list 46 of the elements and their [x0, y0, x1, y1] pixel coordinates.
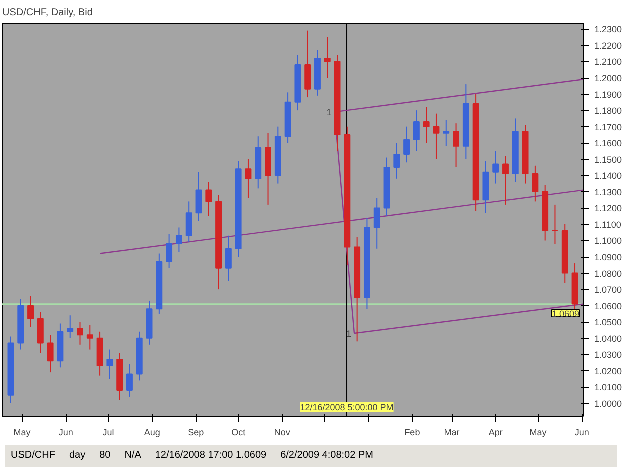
x-tick-label: Sep: [188, 428, 204, 438]
y-tick-label: 1.0000: [594, 398, 622, 409]
y-tick-label: 1.1300: [594, 187, 622, 198]
x-tick-label: Feb: [404, 428, 420, 438]
y-tick-label: 1.1800: [594, 106, 622, 116]
x-tick-label: Apr: [488, 428, 503, 438]
text: day: [69, 450, 86, 461]
x-tick-label: May: [14, 428, 32, 438]
y-tick-label: 1.1700: [594, 122, 622, 132]
y-tick-label: 1.1100: [594, 220, 622, 230]
x-tick-label: Oct: [232, 428, 246, 438]
y-tick-label: 1.2300: [594, 24, 622, 35]
y-tick-label: 1.1500: [594, 154, 622, 165]
x-tick-label: Nov: [274, 428, 291, 438]
x-tick-label: Jun: [574, 428, 590, 438]
y-tick-label: 1.0200: [594, 366, 622, 376]
y-tick-label: 1.0800: [594, 268, 622, 279]
annotation: 1: [326, 108, 332, 118]
x-tick-label: Jul: [102, 428, 114, 438]
x-tick-label: Jun: [58, 428, 74, 438]
y-tick-label: 1.2200: [594, 40, 622, 51]
chart-title: USD/CHF, Daily, Bid: [2, 8, 93, 18]
text: 80: [100, 450, 111, 461]
y-tick-label: 1.0600: [594, 301, 622, 312]
y-tick-label: 1.0700: [594, 285, 622, 296]
text: N/A: [124, 450, 142, 461]
x-tick-label: Aug: [144, 428, 160, 438]
y-tick-label: 1.0400: [594, 334, 622, 344]
y-tick-label: 1.0500: [594, 318, 622, 328]
y-tick-label: 1.0100: [594, 382, 622, 393]
ref-line-label: 1.0609: [552, 308, 580, 319]
y-tick-label: 1.2000: [594, 74, 622, 84]
y-tick-label: 1.1600: [594, 138, 622, 149]
text: 6/2/2009 4:08:02 PM: [280, 450, 374, 461]
y-tick-label: 1.1400: [594, 171, 622, 182]
y-tick-label: 1.1200: [594, 204, 622, 214]
x-tick-label: May: [530, 428, 548, 438]
text: USD/CHF: [11, 450, 56, 461]
text: 12/16/2008 17:00 1.0609: [155, 450, 267, 461]
y-tick-label: 1.0900: [594, 252, 622, 263]
y-tick-label: 1.1900: [594, 90, 622, 100]
y-tick-label: 1.0300: [594, 350, 622, 360]
y-tick-label: 1.2100: [594, 57, 622, 68]
y-tick-label: 1.1000: [594, 236, 622, 246]
x-tick-label: Mar: [444, 428, 460, 438]
ref-line-label: 12/16/2008 5:00:00 PM: [300, 402, 394, 412]
